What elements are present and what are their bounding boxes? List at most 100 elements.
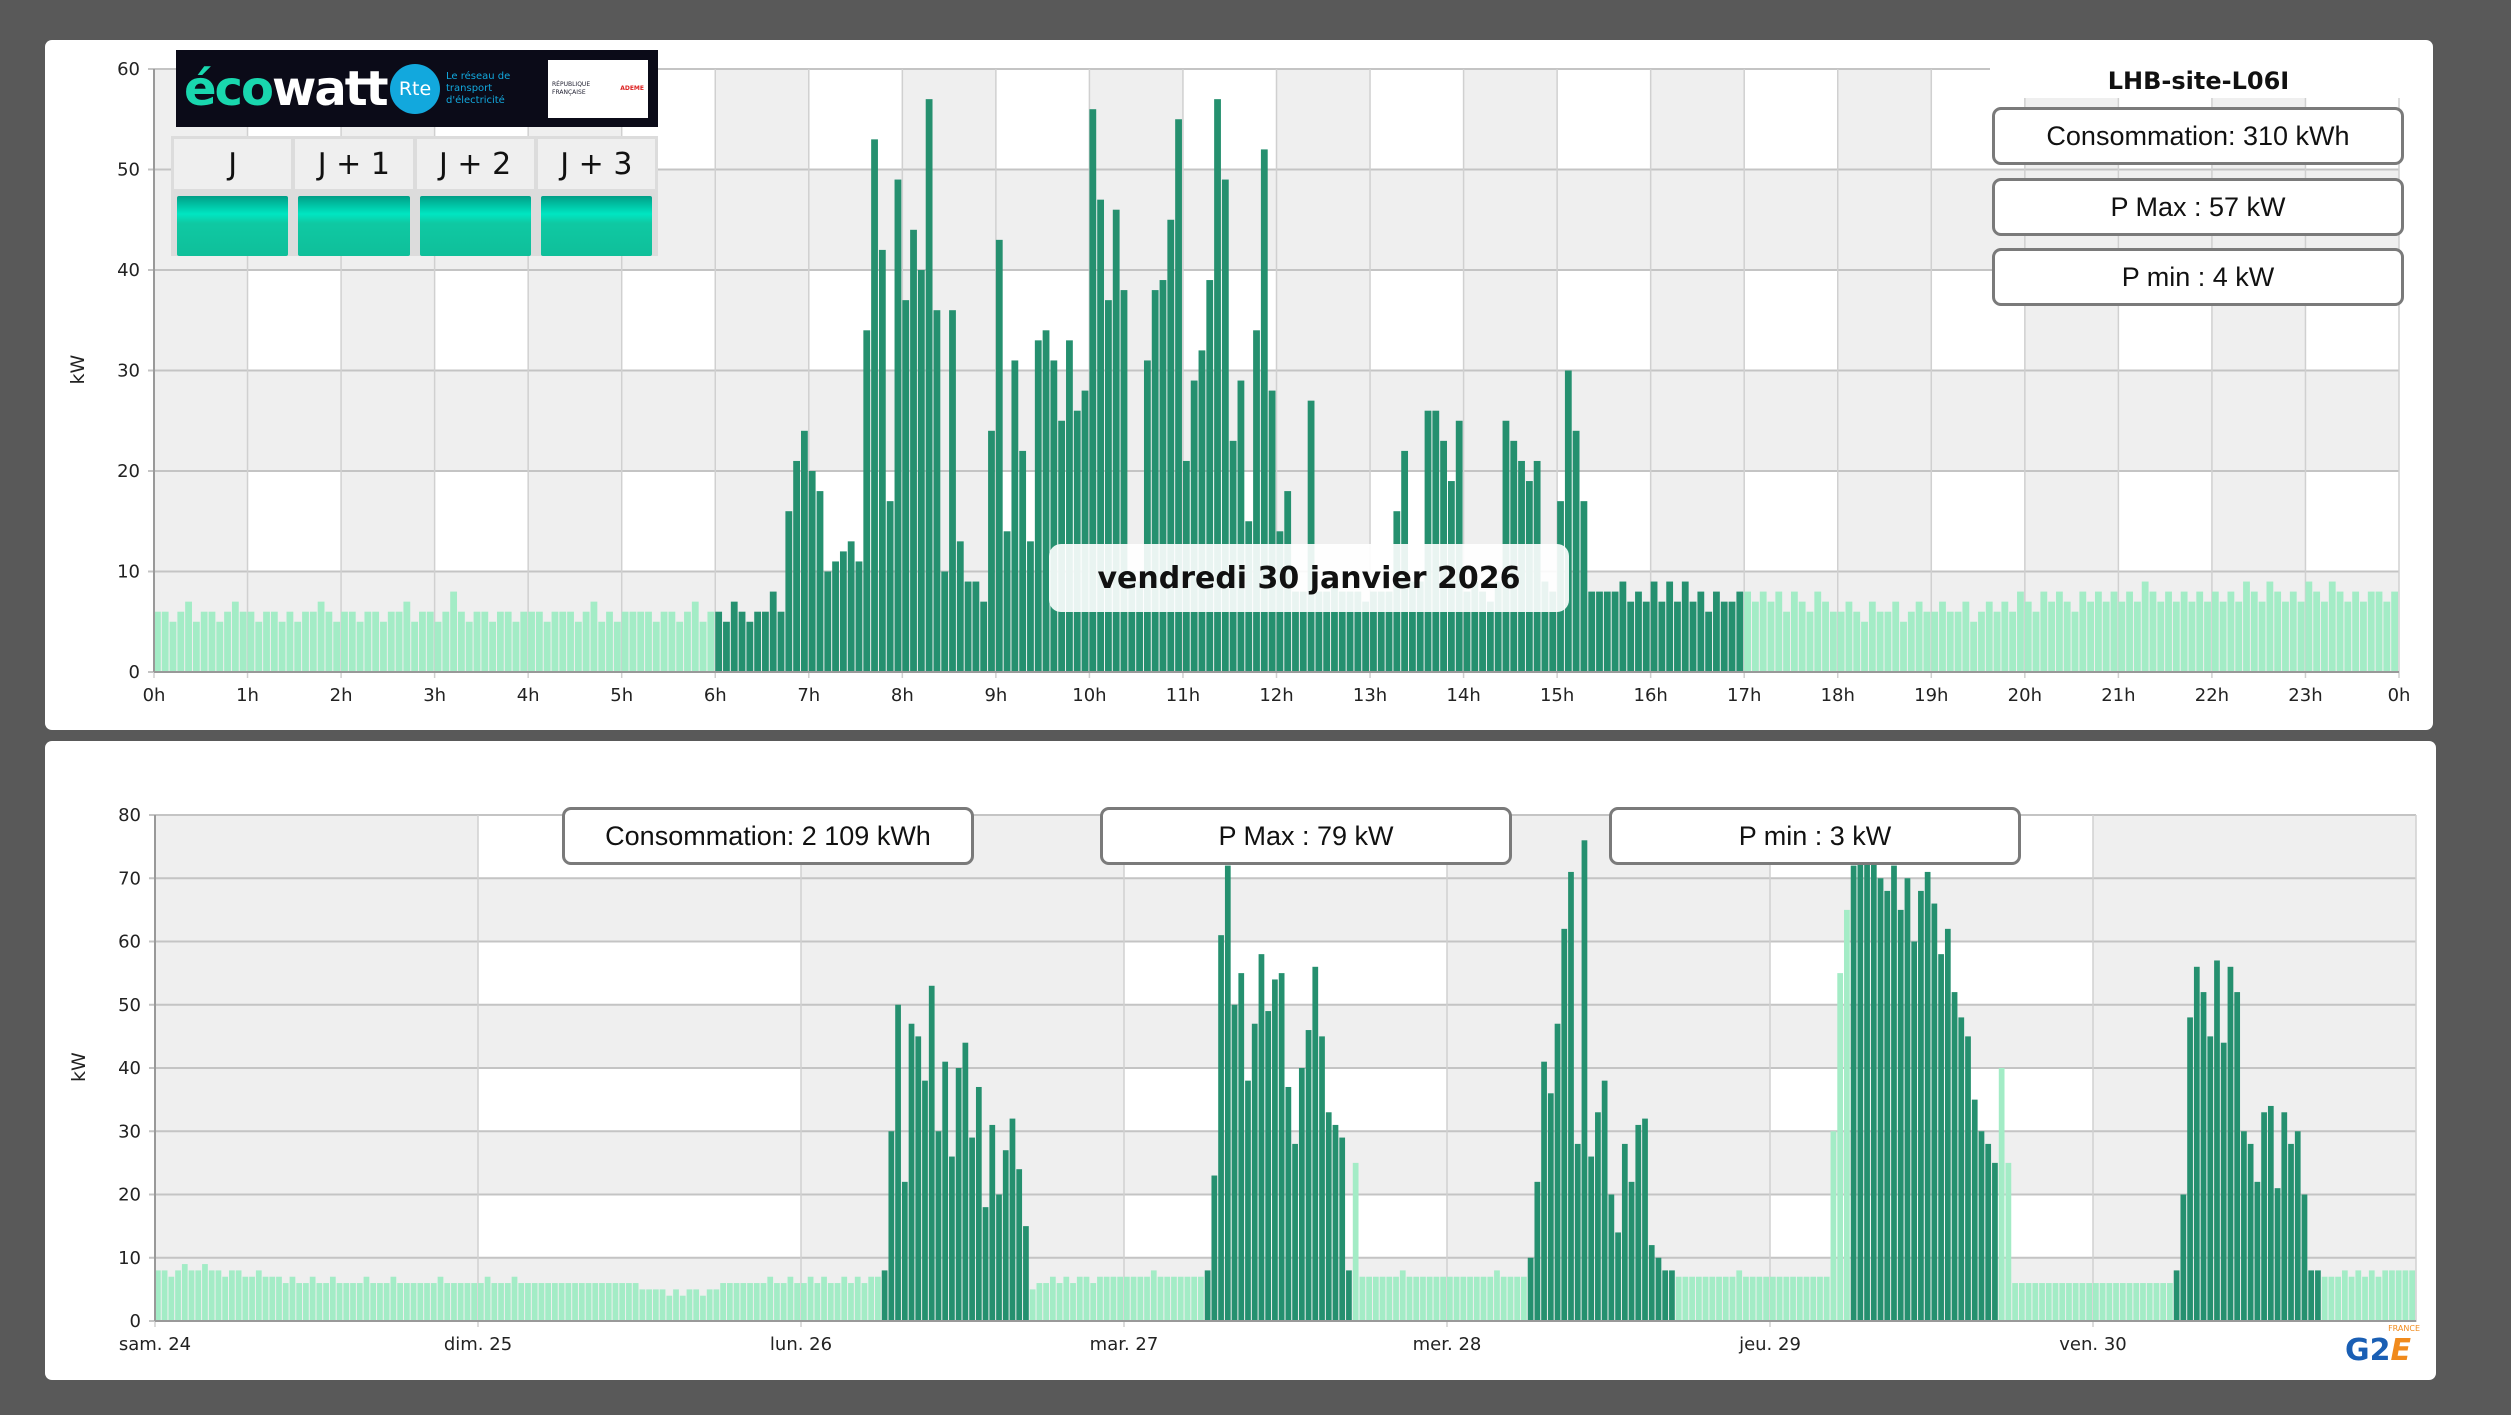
weekly-bar (1561, 928, 1568, 1321)
weekly-bar (949, 1156, 955, 1321)
daily-bar (1713, 591, 1720, 672)
weekly-bar (1460, 1276, 1467, 1321)
daily-bar (894, 179, 902, 673)
daily-bar (1993, 611, 2001, 672)
weekly-bar (1124, 1276, 1130, 1321)
weekly-bar (1938, 954, 1944, 1321)
weekly-bar (989, 1124, 996, 1321)
daily-bar (606, 611, 613, 672)
daily-bar (1635, 591, 1642, 672)
weekly-bar (511, 1276, 518, 1321)
weekly-bar (2079, 1283, 2086, 1321)
daily-bar (2110, 591, 2118, 672)
daily-bar (660, 611, 668, 672)
daily-grid-band (528, 270, 622, 371)
weekly-bar (531, 1283, 538, 1321)
daily-bar (808, 471, 816, 672)
weekly-bar (955, 1068, 962, 1321)
daily-bar (1003, 531, 1011, 672)
weekly-bar (1662, 1270, 1669, 1321)
daily-bar (2289, 591, 2297, 672)
daily-x-tick-label: 21h (2101, 685, 2135, 706)
weekly-bar (1218, 935, 1224, 1321)
daily-bar (473, 611, 481, 672)
weekly-bar (1352, 1162, 1359, 1321)
weekly-bar (2308, 1270, 2315, 1321)
weekly-bar (336, 1283, 343, 1321)
weekly-bar (787, 1276, 794, 1321)
weekly-bar (383, 1283, 390, 1321)
weekly-bar (767, 1276, 774, 1321)
weekly-bar (329, 1276, 336, 1321)
weekly-bar (713, 1289, 720, 1321)
weekly-bar (471, 1283, 477, 1321)
daily-x-tick-label: 2h (330, 685, 353, 706)
daily-bar (1900, 621, 1907, 672)
daily-bar (863, 330, 871, 672)
daily-bar (1876, 611, 1884, 672)
weekly-bar (1568, 871, 1574, 1321)
daily-bar (1954, 611, 1962, 672)
daily-bar (2102, 601, 2110, 672)
weekly-bar (1312, 966, 1319, 1321)
daily-bar (1822, 601, 1829, 672)
daily-y-tick-label: 60 (117, 59, 140, 80)
daily-bar (224, 611, 231, 672)
daily-bar (1580, 501, 1588, 672)
daily-y-tick-label: 20 (117, 461, 140, 482)
weekly-bar (565, 1283, 572, 1321)
daily-bar (715, 611, 723, 672)
weekly-bar (1790, 1276, 1796, 1321)
weekly-bar (188, 1270, 195, 1321)
daily-bar (1884, 611, 1892, 672)
weekly-bar (1884, 890, 1891, 1321)
weekly-bar (2409, 1270, 2415, 1321)
weekly-x-tick-label: jeu. 29 (1738, 1334, 1801, 1355)
weekly-bar (666, 1295, 673, 1321)
daily-bar (333, 621, 341, 672)
daily-bar (1206, 280, 1214, 672)
weekly-bar (1103, 1276, 1110, 1321)
daily-bar (793, 460, 800, 672)
weekly-bar (1413, 1276, 1420, 1321)
daily-bar (247, 611, 255, 672)
weekly-bar (1426, 1276, 1433, 1321)
daily-grid-band (341, 270, 435, 371)
daily-bar (2391, 591, 2398, 672)
weekly-bar (269, 1276, 276, 1321)
daily-bar (1962, 601, 1970, 672)
weekly-bar (1756, 1276, 1763, 1321)
daily-bar (154, 611, 161, 672)
daily-bar (1985, 601, 1993, 672)
daily-bar (1915, 601, 1923, 672)
ecowatt-signal-green-icon (177, 196, 289, 256)
daily-bar (730, 601, 738, 672)
daily-bar (1175, 119, 1182, 672)
daily-bar (2375, 591, 2383, 672)
weekly-bar (1595, 1112, 1601, 1321)
daily-bar (317, 601, 325, 672)
daily-x-tick-label: 19h (1914, 685, 1948, 706)
daily-bar (294, 621, 302, 672)
weekly-bar (1305, 1030, 1312, 1321)
weekly-bar (1258, 954, 1265, 1321)
weekly-x-tick-label: dim. 25 (444, 1334, 512, 1355)
daily-bar (528, 611, 535, 672)
daily-pmin-box: P min : 4 kW (1992, 248, 2404, 306)
weekly-bar (2254, 1181, 2261, 1321)
weekly-bar (1857, 840, 1864, 1321)
daily-grid-band (1837, 270, 1932, 371)
weekly-bar (1278, 973, 1285, 1321)
daily-bar (2063, 601, 2071, 672)
weekly-bar (289, 1276, 296, 1321)
weekly-grid-band (1447, 1068, 1770, 1132)
ecowatt-logo[interactable]: écowatt Rte Le réseau de transport d'éle… (176, 50, 658, 127)
weekly-x-tick-label: ven. 30 (2059, 1334, 2126, 1355)
daily-grid-band (1089, 69, 1183, 170)
daily-bar (1783, 611, 1790, 672)
daily-bar (1354, 591, 1362, 672)
daily-bar (1237, 380, 1245, 672)
daily-bar (1432, 410, 1440, 672)
daily-grid-band (2211, 471, 2306, 572)
weekly-bar (585, 1283, 592, 1321)
